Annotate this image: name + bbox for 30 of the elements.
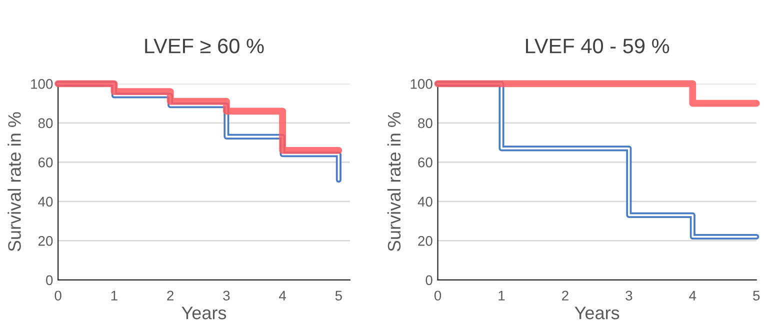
y-tick-label: 80 (38, 118, 53, 128)
y-tick-label: 100 (31, 79, 53, 89)
x-tick-label: 2 (562, 290, 568, 300)
chart-title: LVEF 40 - 59 % (526, 38, 670, 54)
x-tick-label: 3 (626, 290, 632, 301)
x-tick-label: 5 (335, 290, 342, 301)
y-axis-title: Survival rate in % (8, 112, 21, 252)
y-tick-label: 60 (38, 158, 53, 168)
chart-title: LVEF ≥ 60 % (145, 38, 264, 54)
y-tick-label: 100 (410, 79, 432, 89)
y-tick-label: 40 (418, 196, 432, 207)
y-tick-label: 40 (38, 196, 53, 207)
y-tick-label: 0 (426, 275, 432, 286)
x-axis-title: Years (574, 306, 620, 320)
x-tick-label: 0 (434, 290, 442, 301)
x-tick-label: 5 (753, 290, 760, 301)
x-tick-label: 2 (167, 290, 174, 300)
y-tick-label: 20 (38, 236, 53, 246)
x-tick-label: 4 (689, 290, 696, 300)
x-tick-label: 3 (223, 290, 230, 301)
x-tick-label: 1 (498, 290, 505, 300)
x-tick-label: 1 (111, 290, 118, 300)
y-tick-label: 60 (418, 158, 432, 168)
y-tick-label: 0 (46, 275, 53, 286)
y-tick-label: 80 (418, 118, 432, 128)
x-axis-title: Years (182, 306, 226, 320)
x-tick-label: 4 (279, 290, 286, 300)
x-tick-label: 0 (54, 290, 62, 301)
y-tick-label: 20 (418, 236, 432, 246)
y-axis-title: Survival rate in % (387, 112, 401, 252)
